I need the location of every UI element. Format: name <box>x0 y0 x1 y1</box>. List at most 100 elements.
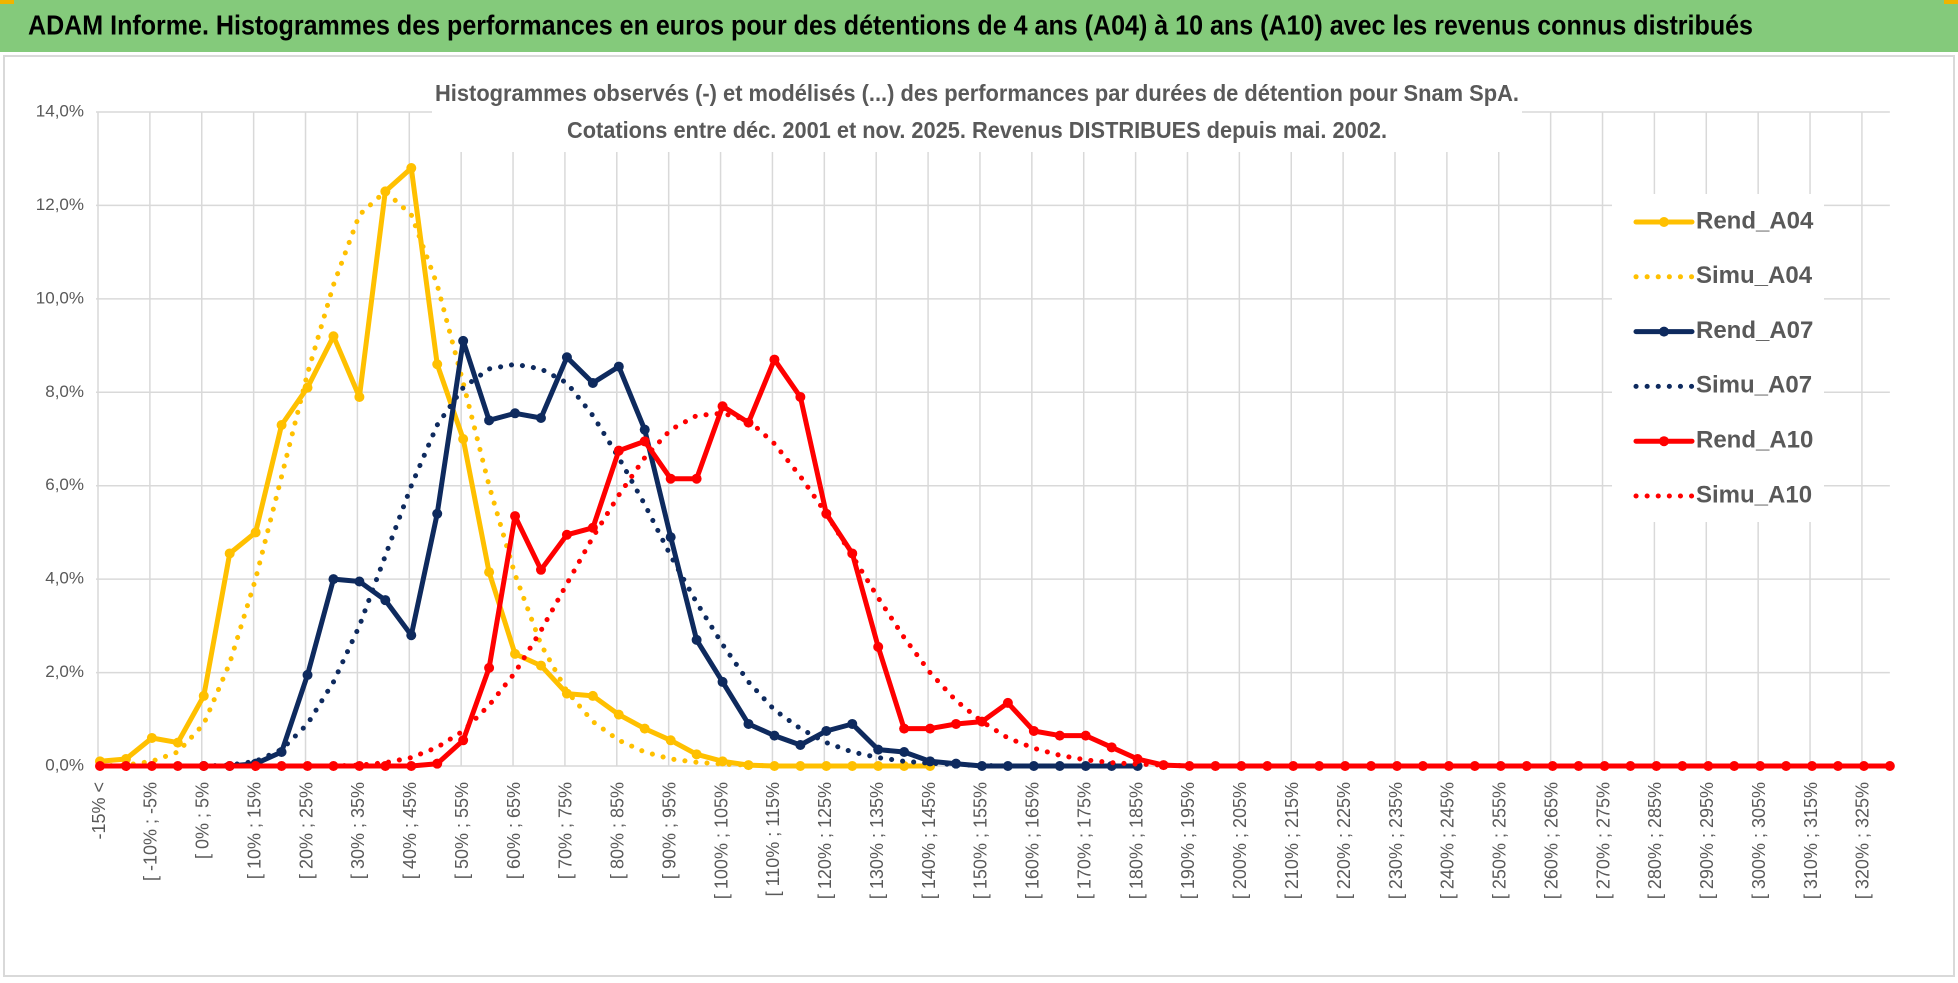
data-point <box>1106 742 1117 753</box>
data-point <box>639 723 650 734</box>
x-tick-label: [ 0% ; 5% <box>193 782 213 859</box>
data-point <box>665 735 676 746</box>
data-point <box>1158 760 1169 771</box>
corner <box>1944 0 1958 4</box>
data-point <box>1521 761 1532 771</box>
data-point <box>1028 725 1039 736</box>
title-background <box>432 78 1522 152</box>
x-tick-label: [ 50% ; 55% <box>452 782 472 879</box>
data-point <box>1054 730 1065 741</box>
legend-label: Rend_A04 <box>1696 207 1814 234</box>
y-tick-label: 14,0% <box>36 101 84 120</box>
data-point <box>899 723 910 734</box>
data-point <box>1625 761 1636 771</box>
x-tick-label: [ 60% ; 65% <box>504 782 524 879</box>
data-point <box>925 756 936 767</box>
data-point <box>743 718 754 729</box>
x-tick-label: [ 210% ; 215% <box>1282 782 1302 899</box>
data-point <box>484 567 495 578</box>
x-tick-label: [ 250% ; 255% <box>1490 782 1510 899</box>
data-point <box>1314 761 1325 771</box>
legend-marker <box>1659 436 1669 447</box>
data-point <box>717 401 728 412</box>
data-point <box>458 735 469 746</box>
x-tick-label: [ 230% ; 235% <box>1386 782 1406 899</box>
series-line <box>201 361 1141 769</box>
legend-label: Rend_A10 <box>1696 427 1813 454</box>
data-point <box>873 744 884 755</box>
x-tick-label: [ 270% ; 275% <box>1593 782 1613 899</box>
data-point <box>302 761 313 771</box>
data-point <box>873 641 884 652</box>
data-point <box>406 761 417 771</box>
data-point <box>691 634 702 645</box>
data-point <box>1366 761 1377 771</box>
data-point <box>639 424 650 435</box>
x-tick-label: [ 320% ; 325% <box>1853 782 1873 899</box>
data-point <box>1781 761 1792 771</box>
data-point <box>1703 761 1714 771</box>
x-tick-label: [ 80% ; 85% <box>608 782 628 879</box>
chart-subtitle: Cotations entre déc. 2001 et nov. 2025. … <box>567 117 1387 143</box>
y-tick-label: 6,0% <box>45 475 84 494</box>
data-point <box>691 749 702 760</box>
data-point <box>1080 730 1091 741</box>
data-point <box>899 761 910 771</box>
corner <box>0 0 14 4</box>
data-point <box>1677 761 1688 771</box>
data-point <box>691 473 702 484</box>
data-point <box>1002 697 1013 708</box>
x-tick-label: [ 10% ; 15% <box>244 782 264 879</box>
data-point <box>587 377 598 388</box>
legend: Rend_A04 Simu_A04 Rend_A07 Simu_A07 Rend_A10… <box>1612 194 1824 522</box>
legend-label: Simu_A07 <box>1696 372 1812 399</box>
legend-label: Simu_A10 <box>1696 481 1812 508</box>
series-line <box>97 188 933 769</box>
x-tick-label: [ 40% ; 45% <box>400 782 420 879</box>
data-point <box>1832 761 1843 771</box>
data-point <box>535 412 546 423</box>
data-point <box>224 548 235 559</box>
x-tick-label: [ 200% ; 205% <box>1230 782 1250 899</box>
data-point <box>328 331 339 342</box>
x-tick-label: [ 30% ; 35% <box>348 782 368 879</box>
data-point <box>484 662 495 673</box>
x-tick-label: [ 310% ; 315% <box>1801 782 1821 899</box>
data-point <box>821 725 832 736</box>
data-point <box>535 660 546 671</box>
data-point <box>250 527 261 538</box>
data-point <box>302 669 313 680</box>
data-point <box>1080 761 1091 771</box>
x-tick-label: [ 190% ; 195% <box>1178 782 1198 899</box>
chart-frame <box>3 55 1955 977</box>
data-point <box>510 648 521 659</box>
header-bar <box>0 0 1958 52</box>
data-point <box>899 746 910 757</box>
data-point <box>380 595 391 606</box>
data-point <box>172 737 183 748</box>
data-point <box>146 732 157 743</box>
data-point <box>1443 761 1454 771</box>
data-point <box>354 391 365 402</box>
data-point <box>951 718 962 729</box>
data-point <box>795 761 806 771</box>
x-tick-label: [ 70% ; 75% <box>556 782 576 879</box>
data-point <box>1392 761 1402 771</box>
data-point <box>639 436 650 447</box>
x-tick-label: [ 20% ; 25% <box>296 782 316 879</box>
data-point <box>613 361 624 372</box>
plot <box>95 163 1895 771</box>
y-tick-label: 0,0% <box>45 755 84 774</box>
data-point <box>510 511 521 522</box>
grid: 0,0% 2,0% 4,0% 6,0% 8,0% 10,0% 12,0% 14,0% -15% … <box>36 101 1890 899</box>
data-point <box>1858 761 1869 771</box>
data-point <box>510 408 521 419</box>
y-tick-label: 12,0% <box>36 195 84 214</box>
data-point <box>613 445 624 456</box>
legend-label: Simu_A04 <box>1696 262 1813 289</box>
legend-marker <box>1659 217 1669 227</box>
data-point <box>1599 761 1610 771</box>
data-point <box>146 761 157 771</box>
data-point <box>458 434 469 444</box>
data-point <box>1002 761 1013 771</box>
